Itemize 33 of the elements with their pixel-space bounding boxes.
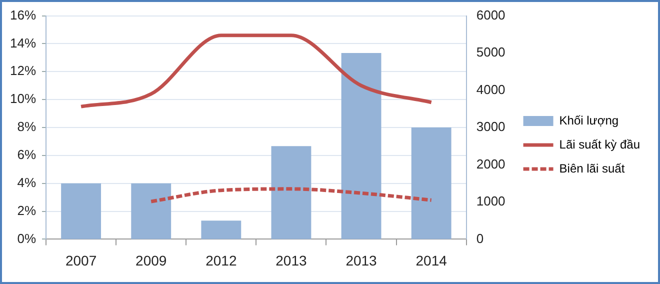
legend-label: Biên lãi suất [559, 161, 626, 176]
y-tick-label: 4% [17, 174, 36, 190]
y-tick-label: 14% [10, 35, 36, 50]
y2-tick-label: 3000 [476, 119, 506, 134]
y-tick-label: 2% [17, 202, 36, 218]
y2-tick-label: 1000 [476, 194, 506, 209]
y2-tick-label: 5000 [476, 44, 506, 60]
y-tick-label: 6% [17, 147, 36, 162]
bar [411, 128, 452, 240]
y-tick-label: 0% [17, 230, 36, 246]
x-tick-label: 2014 [416, 252, 448, 268]
y-tick-label: 16% [10, 7, 36, 22]
y2-tick-label: 2000 [476, 156, 506, 172]
line-series [149, 187, 434, 204]
bar [201, 220, 242, 240]
legend-label: Lãi suất kỳ đầu [559, 137, 640, 152]
y-tick-label: 10% [10, 91, 36, 106]
x-tick-label: 2007 [65, 252, 97, 268]
x-tick-label: 2013 [276, 252, 307, 268]
bar [341, 53, 382, 240]
line-series [79, 34, 434, 108]
legend-label: Khối lượng [559, 113, 619, 128]
y-tick-label: 8% [17, 119, 36, 134]
bar [61, 183, 102, 240]
x-tick-label: 2012 [206, 252, 237, 268]
x-tick-label: 2009 [136, 252, 167, 268]
y-tick-label: 12% [10, 63, 36, 78]
y2-tick-label: 4000 [476, 82, 506, 97]
y2-tick-label: 0 [476, 230, 484, 246]
y2-tick-label: 6000 [476, 7, 506, 22]
x-tick-label: 2013 [346, 252, 378, 268]
bar [131, 183, 172, 240]
bar [271, 146, 312, 240]
